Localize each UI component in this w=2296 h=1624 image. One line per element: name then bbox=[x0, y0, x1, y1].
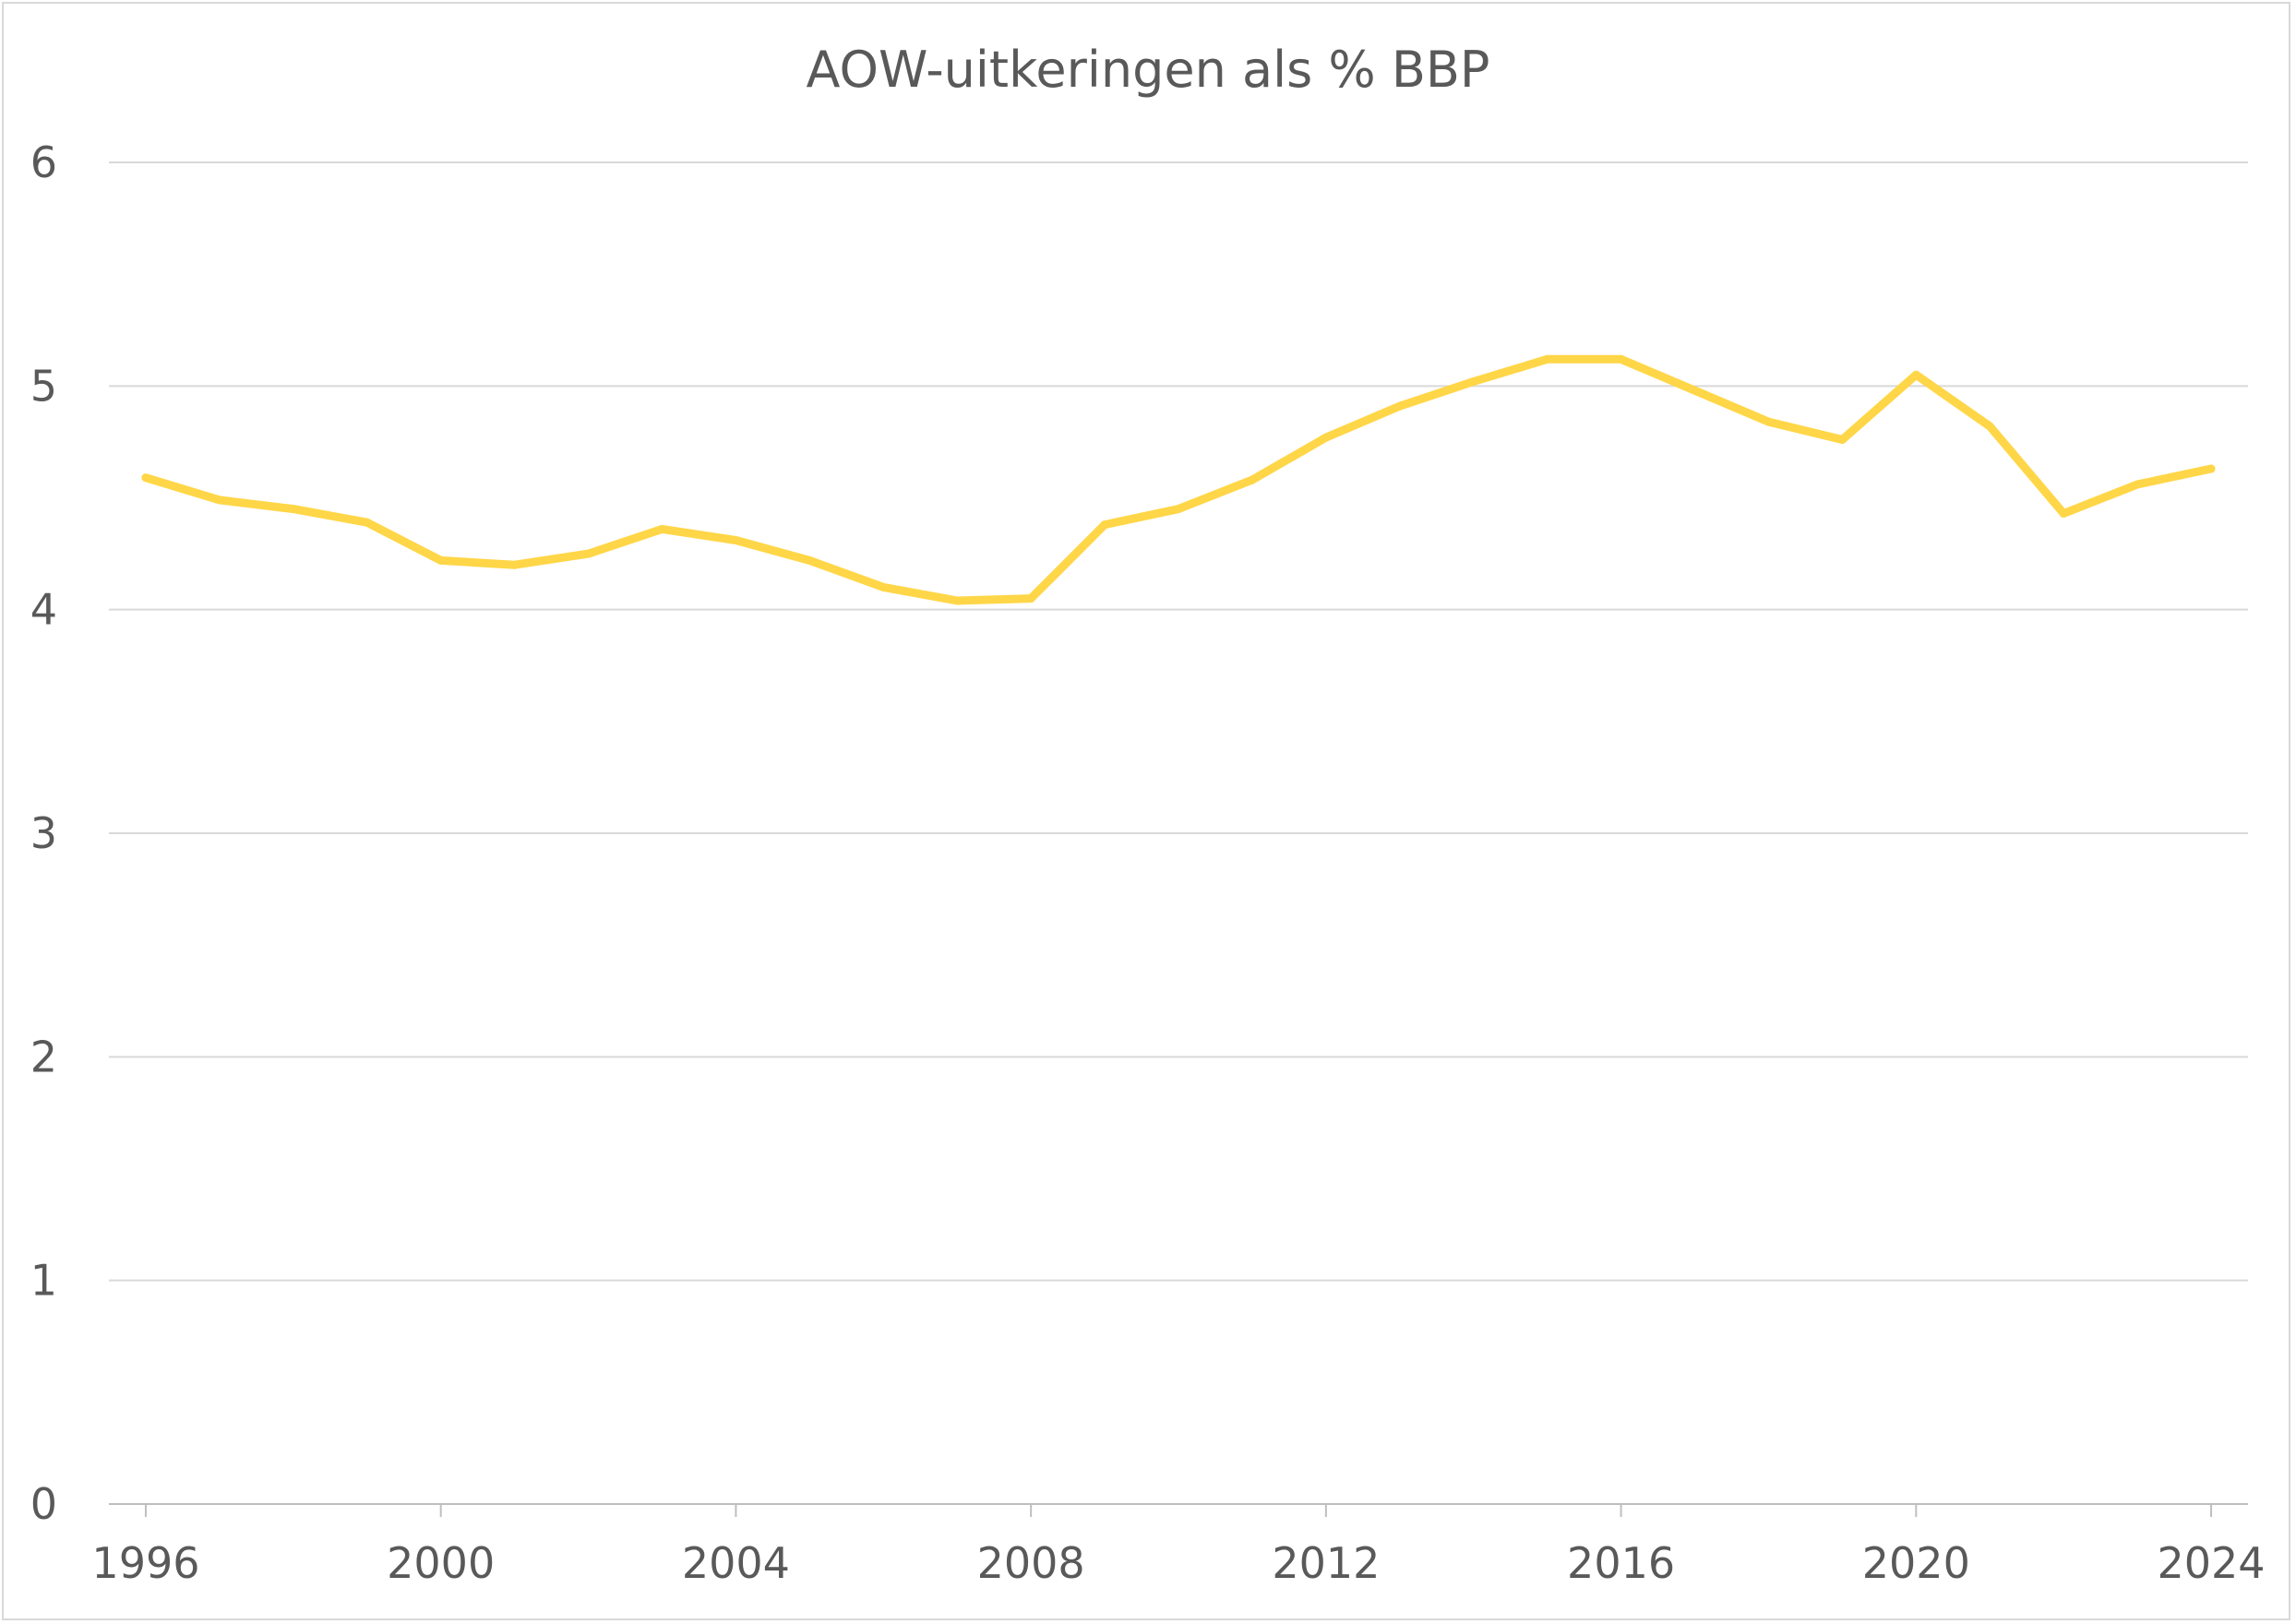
data-point-2006 bbox=[879, 582, 888, 591]
data-point-2005 bbox=[805, 555, 814, 565]
data-point-2002 bbox=[584, 549, 593, 558]
data-point-2019 bbox=[1837, 435, 1847, 444]
gridlines bbox=[109, 161, 2248, 1282]
x-axis-tick-labels: 1996 2000 2004 2008 2012 2016 2020 2024 bbox=[91, 1538, 2265, 1588]
y-tick-label-2: 2 bbox=[30, 1032, 57, 1081]
data-point-2007 bbox=[952, 596, 962, 605]
x-axis bbox=[109, 1503, 2248, 1517]
data-point-2022 bbox=[2059, 508, 2068, 518]
data-point-2003 bbox=[657, 524, 666, 533]
x-tick-label-1996: 1996 bbox=[91, 1538, 199, 1588]
y-tick-label-0: 0 bbox=[30, 1479, 57, 1529]
data-point-2004 bbox=[731, 536, 740, 545]
y-tick-label-4: 4 bbox=[30, 585, 57, 635]
data-point-2001 bbox=[510, 560, 520, 569]
data-point-2015 bbox=[1543, 354, 1552, 364]
data-point-1996 bbox=[141, 473, 150, 483]
y-tick-label-3: 3 bbox=[30, 808, 57, 858]
x-tick-label-2000: 2000 bbox=[387, 1538, 495, 1588]
chart-title: AOW-uitkeringen als % BBP bbox=[807, 41, 1490, 99]
data-point-1997 bbox=[215, 496, 224, 505]
x-tick-label-2020: 2020 bbox=[1862, 1538, 1970, 1588]
data-point-2017 bbox=[1691, 386, 1700, 395]
data-point-2023 bbox=[2133, 480, 2142, 489]
y-axis-tick-labels: 0 1 2 3 4 5 6 bbox=[30, 137, 57, 1529]
data-point-2016 bbox=[1617, 354, 1626, 364]
data-point-1998 bbox=[289, 505, 298, 514]
y-tick-label-6: 6 bbox=[30, 137, 57, 187]
data-point-2014 bbox=[1469, 376, 1478, 386]
data-point-2021 bbox=[1985, 422, 1994, 431]
data-point-2009 bbox=[1100, 520, 1109, 530]
x-tick-label-2024: 2024 bbox=[2157, 1538, 2265, 1588]
y-tick-label-5: 5 bbox=[30, 361, 57, 411]
x-tick-label-2012: 2012 bbox=[1272, 1538, 1380, 1588]
series-line-0 bbox=[141, 354, 2216, 605]
x-tick-label-2004: 2004 bbox=[682, 1538, 790, 1588]
data-point-2000 bbox=[436, 555, 446, 565]
data-point-2011 bbox=[1248, 475, 1257, 484]
data-point-2013 bbox=[1395, 401, 1405, 411]
data-point-2012 bbox=[1321, 433, 1331, 442]
x-tick-label-2016: 2016 bbox=[1567, 1538, 1675, 1588]
data-point-1999 bbox=[363, 518, 372, 527]
data-point-2018 bbox=[1764, 417, 1773, 426]
data-point-2024 bbox=[2206, 464, 2216, 473]
series-layer bbox=[141, 354, 2216, 605]
data-point-2020 bbox=[1911, 370, 1920, 379]
y-tick-label-1: 1 bbox=[30, 1256, 57, 1306]
data-point-2010 bbox=[1174, 505, 1183, 514]
x-tick-label-2008: 2008 bbox=[977, 1538, 1085, 1588]
data-point-2008 bbox=[1026, 594, 1035, 603]
